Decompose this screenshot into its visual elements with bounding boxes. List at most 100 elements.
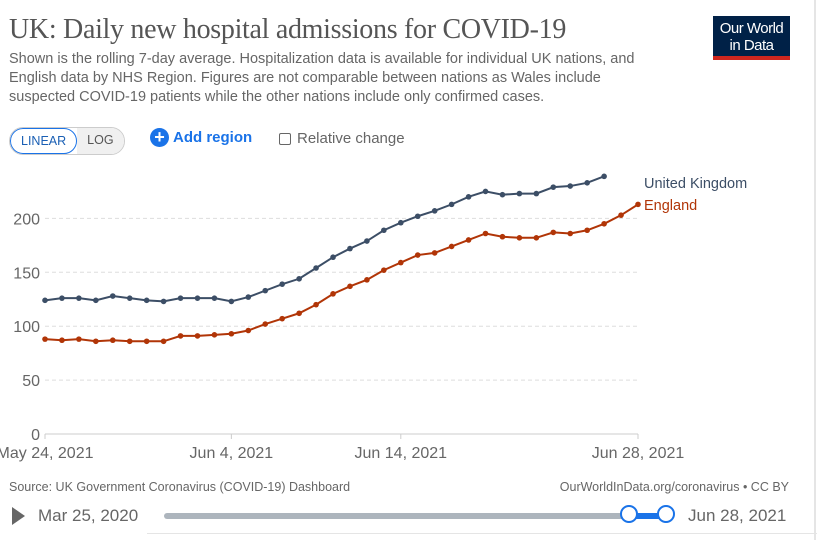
linear-button[interactable]: LINEAR <box>10 128 78 154</box>
data-point[interactable] <box>533 190 540 197</box>
data-point[interactable] <box>93 338 99 345</box>
data-point[interactable] <box>262 287 269 294</box>
data-point[interactable] <box>313 265 319 271</box>
legend-label-england[interactable]: England <box>644 198 697 214</box>
data-point[interactable] <box>93 297 99 304</box>
data-point[interactable] <box>584 227 590 234</box>
data-point[interactable] <box>550 229 557 236</box>
legend-label-united-kingdom[interactable]: United Kingdom <box>644 176 747 192</box>
relative-change-checkbox[interactable]: Relative change <box>279 130 405 147</box>
data-point[interactable] <box>364 277 370 283</box>
data-point[interactable] <box>296 310 302 317</box>
data-point[interactable] <box>194 295 201 301</box>
x-tick-label: Jun 14, 2021 <box>355 445 448 462</box>
data-point[interactable] <box>42 336 48 342</box>
data-point[interactable] <box>398 219 404 226</box>
data-point[interactable] <box>160 298 167 305</box>
data-point[interactable] <box>601 220 607 227</box>
data-point[interactable] <box>448 243 455 250</box>
owid-logo[interactable]: Our World in Data <box>713 16 790 60</box>
data-point[interactable] <box>533 235 540 241</box>
data-point[interactable] <box>465 237 472 243</box>
data-point[interactable] <box>567 230 574 237</box>
data-point[interactable] <box>76 295 82 301</box>
data-point[interactable] <box>59 337 65 344</box>
data-point[interactable] <box>279 281 286 287</box>
x-tick-label: Jun 28, 2021 <box>592 445 685 462</box>
data-point[interactable] <box>143 297 150 304</box>
data-point[interactable] <box>516 190 523 197</box>
data-point[interactable] <box>414 213 421 220</box>
data-point[interactable] <box>482 230 489 237</box>
log-button[interactable]: LOG <box>77 128 124 154</box>
timeline-end-date: Jun 28, 2021 <box>688 506 787 525</box>
data-point[interactable] <box>211 332 218 338</box>
frame-border <box>814 0 816 540</box>
data-point[interactable] <box>431 208 438 214</box>
data-point[interactable] <box>126 295 133 301</box>
timeline-start-handle[interactable] <box>620 505 638 523</box>
data-point[interactable] <box>567 183 574 189</box>
data-point[interactable] <box>431 250 438 256</box>
timeline-start-date: Mar 25, 2020 <box>38 506 139 525</box>
x-tick-label: May 24, 2021 <box>0 445 94 462</box>
series-line-united-kingdom[interactable] <box>44 175 605 303</box>
data-point[interactable] <box>262 321 269 327</box>
data-point[interactable] <box>465 194 472 200</box>
series-line-england[interactable] <box>44 203 639 343</box>
data-point[interactable] <box>330 254 336 261</box>
data-point[interactable] <box>126 338 133 345</box>
data-point[interactable] <box>398 259 404 266</box>
add-region-label: Add region <box>173 129 253 146</box>
data-point[interactable] <box>347 283 353 290</box>
timeline-end-handle[interactable] <box>657 505 675 523</box>
data-point[interactable] <box>364 238 370 244</box>
line-chart: 0 50 100 150 200 May 24, 2021 Jun 4, 2021 Jun 1… <box>0 173 747 462</box>
y-tick-label: 0 <box>31 427 40 444</box>
license-link[interactable]: OurWorldInData.org/coronavirus • CC BY <box>559 480 789 494</box>
data-point[interactable] <box>177 295 184 301</box>
data-point[interactable] <box>381 267 387 273</box>
play-icon[interactable] <box>12 507 25 525</box>
timeline-slider[interactable] <box>164 513 630 519</box>
data-point[interactable] <box>143 338 150 345</box>
data-point[interactable] <box>381 227 387 234</box>
data-point[interactable] <box>228 298 235 305</box>
data-point[interactable] <box>313 301 319 308</box>
scale-toggle: LINEAR LOG <box>9 127 125 155</box>
data-point[interactable] <box>618 212 624 218</box>
y-tick-label: 100 <box>13 319 40 336</box>
data-point[interactable] <box>448 201 455 208</box>
data-point[interactable] <box>347 245 353 252</box>
y-tick-label: 150 <box>13 265 40 282</box>
data-point[interactable] <box>584 180 590 186</box>
data-point[interactable] <box>482 188 489 195</box>
data-point[interactable] <box>516 235 523 241</box>
data-point[interactable] <box>109 337 116 344</box>
data-point[interactable] <box>177 333 184 339</box>
data-point[interactable] <box>59 295 65 301</box>
source-note: Source: UK Government Coronavirus (COVID… <box>9 480 351 494</box>
chart-subtitle: Shown is the rolling 7-day average. Hosp… <box>9 51 635 105</box>
data-point[interactable] <box>245 294 252 300</box>
data-point[interactable] <box>109 293 116 299</box>
x-tick-label: Jun 4, 2021 <box>190 445 274 462</box>
data-point[interactable] <box>550 184 557 190</box>
data-point[interactable] <box>160 338 167 345</box>
add-region-button[interactable]: + Add region <box>150 128 252 147</box>
data-point[interactable] <box>296 275 302 282</box>
data-point[interactable] <box>635 201 641 208</box>
data-point[interactable] <box>279 315 286 322</box>
data-point[interactable] <box>194 333 201 339</box>
data-point[interactable] <box>245 327 252 334</box>
data-point[interactable] <box>330 291 336 297</box>
data-point[interactable] <box>601 173 607 180</box>
data-point[interactable] <box>499 191 506 198</box>
data-point[interactable] <box>499 233 506 240</box>
data-point[interactable] <box>42 297 48 304</box>
data-point[interactable] <box>414 252 421 258</box>
data-point[interactable] <box>228 330 235 337</box>
data-point[interactable] <box>76 336 82 342</box>
data-point[interactable] <box>211 295 218 301</box>
checkbox-icon[interactable] <box>279 132 291 145</box>
